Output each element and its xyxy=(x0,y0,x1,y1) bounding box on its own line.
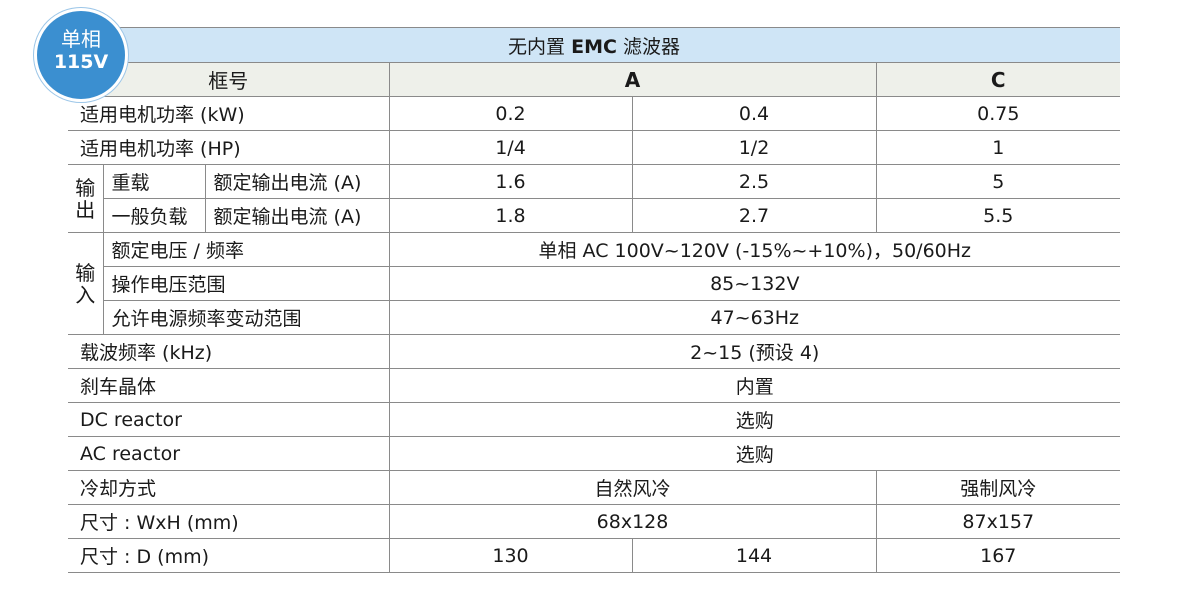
row-label: 载波频率 (kHz) xyxy=(68,334,390,369)
cell-value: 2.7 xyxy=(631,198,877,233)
table-row: 输 入 额定电压 / 频率 单相 AC 100V~120V (-15%~+10%… xyxy=(68,232,1121,335)
title-emc: EMC xyxy=(571,35,617,58)
cell-value: 2~15 (预设 4) xyxy=(388,334,1121,369)
cell-value: 68x128 xyxy=(388,504,877,539)
cell-value: 单相 AC 100V~120V (-15%~+10%)，50/60Hz xyxy=(388,232,1121,267)
spec-table: 无内置 EMC 滤波器 框号 A C 适用电机功率 (kW) 0.2 0.4 0… xyxy=(68,27,1121,573)
title-prefix: 无内置 xyxy=(508,35,566,58)
row-label: 额定电压 / 频率 xyxy=(102,232,390,267)
cell-value: 1.6 xyxy=(388,164,633,199)
cell-value: 144 xyxy=(631,538,877,573)
row-sublabel: 重载 xyxy=(102,164,206,199)
cell-value: 0.75 xyxy=(875,96,1121,131)
cell-value: 1/4 xyxy=(388,130,633,165)
table-row: 刹车晶体 内置 xyxy=(68,368,1121,403)
cell-value: 85~132V xyxy=(388,266,1121,301)
table-row: 尺寸 : WxH (mm) 68x128 87x157 xyxy=(68,504,1121,539)
table-row: AC reactor 选购 xyxy=(68,436,1121,471)
table-row: 适用电机功率 (kW) 0.2 0.4 0.75 xyxy=(68,96,1121,131)
row-label: 刹车晶体 xyxy=(68,368,390,403)
cell-value: 1.8 xyxy=(388,198,633,233)
row-label: 额定输出电流 (A) xyxy=(204,164,390,199)
voltage-badge: 单相 115V xyxy=(34,8,128,102)
row-label: 尺寸 : D (mm) xyxy=(68,538,390,573)
cell-value: 47~63Hz xyxy=(388,300,1121,335)
row-label: DC reactor xyxy=(68,402,390,437)
table-row: 尺寸 : D (mm) 130 144 167 xyxy=(68,538,1121,573)
input-group-label: 输 入 xyxy=(68,232,104,335)
cell-value: 1 xyxy=(875,130,1121,165)
row-label: 额定输出电流 (A) xyxy=(204,198,390,233)
cell-value: 130 xyxy=(388,538,633,573)
table-header-row: 框号 A C xyxy=(68,62,1121,97)
row-label: 适用电机功率 (kW) xyxy=(68,96,390,131)
row-label: AC reactor xyxy=(68,436,390,471)
row-label: 适用电机功率 (HP) xyxy=(68,130,390,165)
table-row: 适用电机功率 (HP) 1/4 1/2 1 xyxy=(68,130,1121,165)
row-sublabel: 一般负载 xyxy=(103,198,206,233)
cell-value: 0.4 xyxy=(631,96,877,131)
cell-value: 1/2 xyxy=(631,130,877,165)
table-row: 载波频率 (kHz) 2~15 (预设 4) xyxy=(68,334,1121,369)
table-title: 无内置 EMC 滤波器 xyxy=(68,27,1121,63)
cell-value: 87x157 xyxy=(875,504,1121,539)
cell-value: 5.5 xyxy=(875,198,1121,233)
row-label: 冷却方式 xyxy=(68,470,390,505)
row-label: 尺寸 : WxH (mm) xyxy=(68,504,390,539)
table-row: 操作电压范围 85~132V xyxy=(68,266,1121,301)
table-row: 冷却方式 自然风冷 强制风冷 xyxy=(68,470,1121,505)
cell-value: 选购 xyxy=(388,402,1121,437)
frame-c-header: C xyxy=(875,62,1121,97)
table-row: 允许电源频率变动范围 47~63Hz xyxy=(68,300,1121,335)
row-label: 允许电源频率变动范围 xyxy=(103,300,390,335)
cell-value: 自然风冷 xyxy=(388,470,877,505)
cell-value: 内置 xyxy=(388,368,1121,403)
row-label: 操作电压范围 xyxy=(103,266,390,301)
badge-phase-label: 单相 xyxy=(61,27,101,51)
cell-value: 选购 xyxy=(388,436,1121,471)
cell-value: 2.5 xyxy=(631,164,877,199)
title-suffix: 滤波器 xyxy=(622,35,680,58)
badge-voltage-label: 115V xyxy=(53,51,109,73)
frame-a-header: A xyxy=(388,62,877,97)
table-title-row: 无内置 EMC 滤波器 xyxy=(68,27,1121,63)
cell-value: 0.2 xyxy=(388,96,633,131)
table-row: 一般负载 额定输出电流 (A) 1.8 2.7 5.5 xyxy=(68,198,1121,233)
table-row: 输 出 重载 额定输出电流 (A) 1.6 2.5 5 xyxy=(68,164,1121,233)
cell-value: 5 xyxy=(875,164,1121,199)
output-group-label: 输 出 xyxy=(68,164,104,233)
cell-value: 167 xyxy=(875,538,1121,573)
table-row: DC reactor 选购 xyxy=(68,402,1121,437)
cell-value: 强制风冷 xyxy=(875,470,1121,505)
